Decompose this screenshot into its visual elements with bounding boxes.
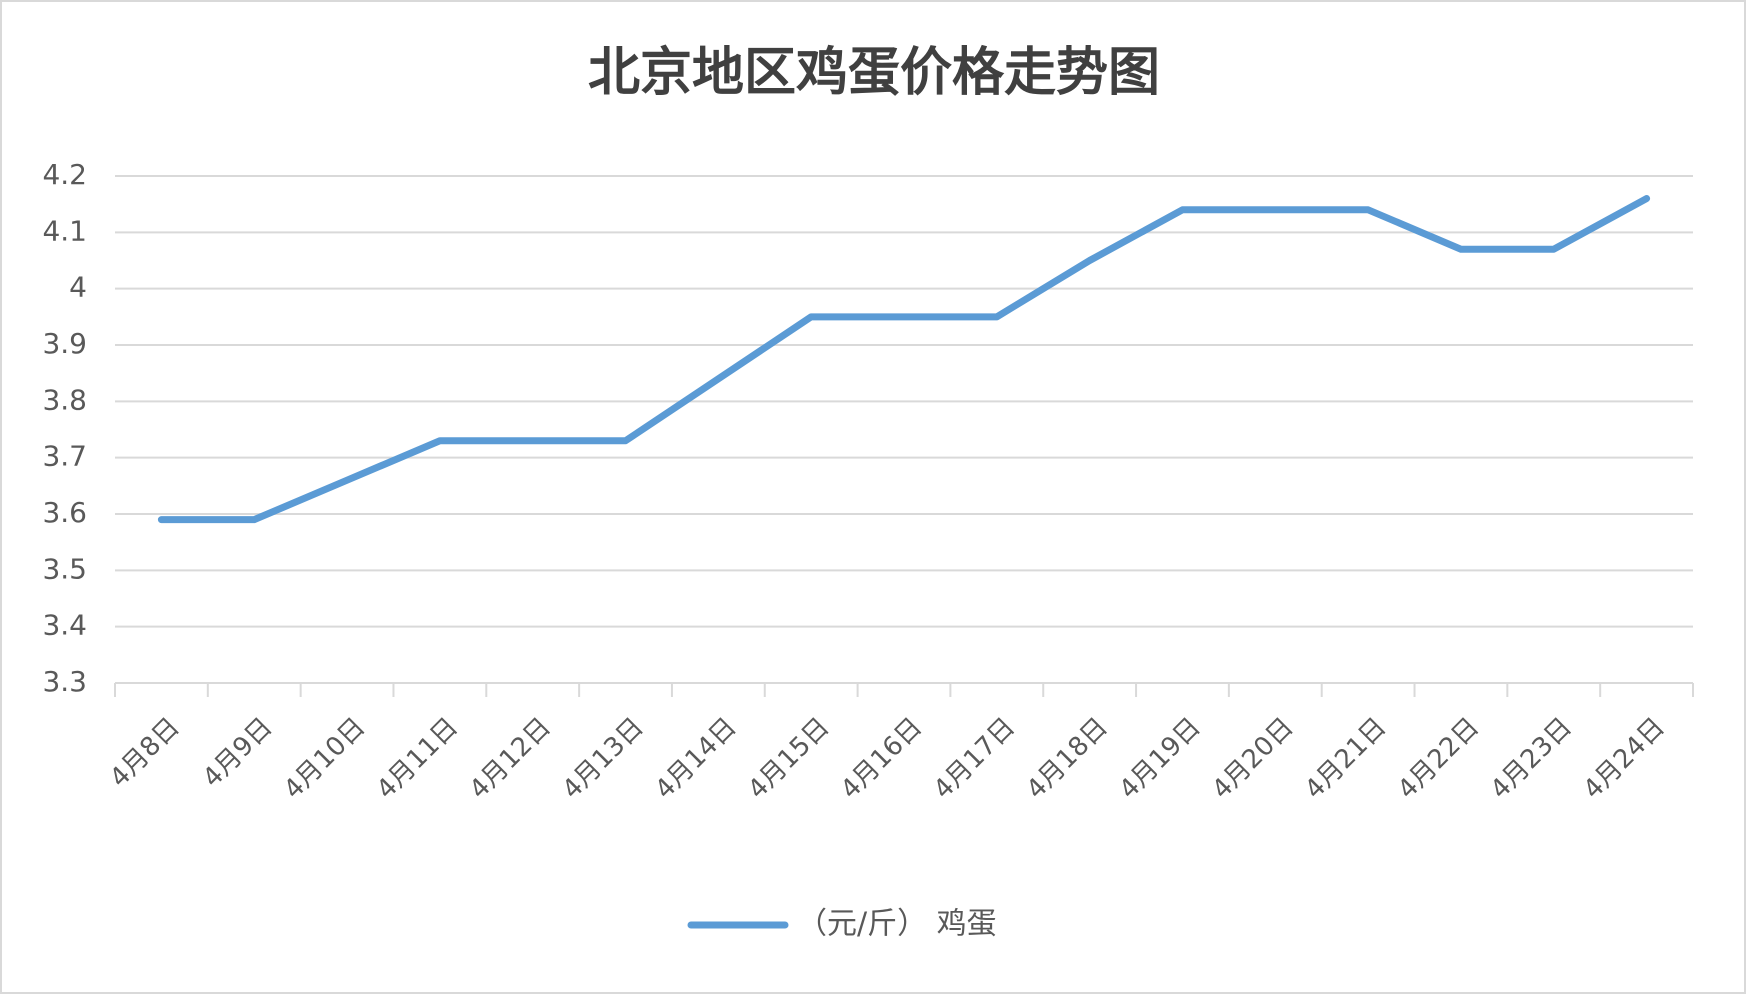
chart-title: 北京地区鸡蛋价格走势图: [588, 43, 1160, 103]
y-tick-label: 3.4: [42, 609, 87, 642]
legend-label: （元/斤） 鸡蛋: [797, 907, 997, 942]
y-tick-label: 3.8: [42, 383, 87, 416]
series-line: [157, 195, 1651, 524]
y-tick-label: 3.7: [42, 440, 87, 473]
y-tick-label: 3.5: [42, 552, 87, 585]
y-tick-label: 3.3: [42, 665, 87, 698]
y-tick-label: 4.1: [42, 214, 87, 247]
y-tick-label: 4: [69, 271, 87, 304]
y-tick-label: 3.9: [42, 327, 87, 360]
y-tick-label: 4.2: [42, 158, 87, 191]
y-tick-label: 3.6: [42, 496, 87, 529]
